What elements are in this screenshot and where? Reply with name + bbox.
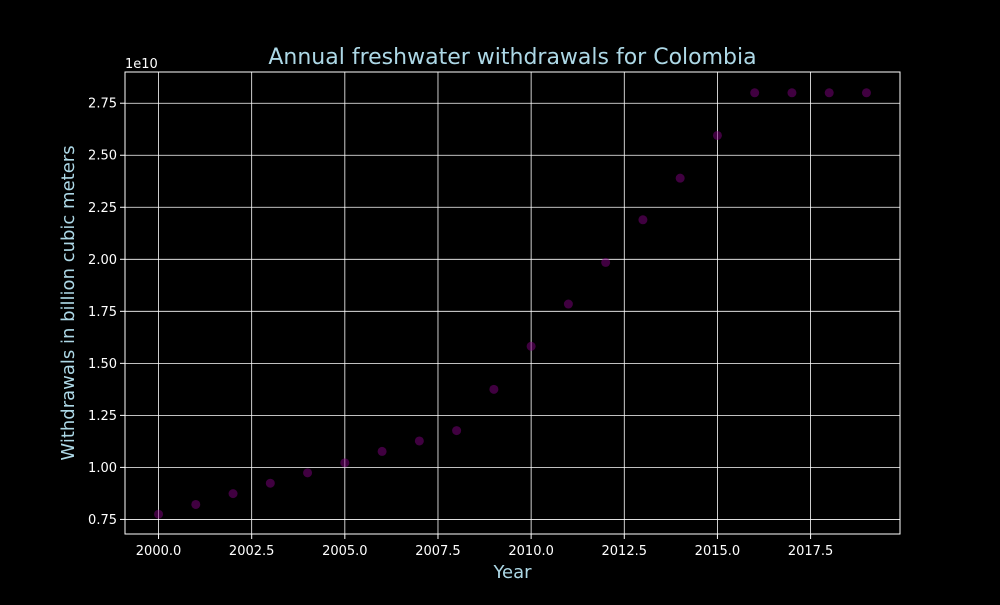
x-tick-label: 2010.0: [508, 544, 554, 559]
x-tick-label: 2012.5: [602, 544, 648, 559]
x-tick-label: 2000.0: [136, 544, 182, 559]
grid-lines: [125, 72, 900, 534]
data-point: [154, 509, 164, 519]
data-point: [675, 173, 685, 183]
data-point: [452, 426, 462, 436]
data-point: [787, 88, 797, 98]
x-tick-label: 2017.5: [788, 544, 834, 559]
data-point: [265, 478, 275, 488]
y-tick-label: 1.25: [88, 409, 117, 424]
x-tick-label: 2005.0: [322, 544, 368, 559]
y-axis-label: Withdrawals in billion cubic meters: [58, 145, 79, 460]
x-tick-label: 2007.5: [415, 544, 461, 559]
data-point: [563, 299, 573, 309]
y-axis-offset-text: 1e10: [125, 57, 158, 72]
y-tick-label: 0.75: [88, 513, 117, 528]
data-point: [712, 130, 722, 140]
data-point: [191, 499, 201, 509]
data-point: [303, 468, 313, 478]
x-tick-label: 2002.5: [229, 544, 275, 559]
x-tick-label: 2015.0: [695, 544, 741, 559]
data-point: [414, 436, 424, 446]
y-tick-label: 2.50: [88, 149, 117, 164]
y-tick-label: 2.00: [88, 253, 117, 268]
y-tick-label: 1.50: [88, 357, 117, 372]
y-tick-label: 2.75: [88, 97, 117, 112]
data-point: [638, 215, 648, 225]
data-point: [601, 257, 611, 267]
x-axis-label: Year: [492, 562, 532, 583]
data-point: [228, 489, 238, 499]
y-tick-label: 1.00: [88, 461, 117, 476]
y-tick-label: 2.25: [88, 201, 117, 216]
chart-title: Annual freshwater withdrawals for Colomb…: [268, 45, 756, 70]
data-point: [377, 446, 387, 456]
data-points: [154, 88, 871, 519]
plot-area: [125, 72, 900, 534]
data-point: [750, 88, 760, 98]
data-point: [340, 458, 350, 468]
data-point: [824, 88, 834, 98]
data-point: [526, 341, 536, 351]
y-axis-ticks: 0.75 1.00 1.25 1.50 1.75 2.00 2.25 2.50 2.75: [88, 97, 125, 528]
x-axis-ticks: 2000.0 2002.5 2005.0 2007.5 2010.0 2012.5 2015…: [136, 534, 834, 559]
data-point: [861, 88, 871, 98]
y-tick-label: 1.75: [88, 305, 117, 320]
plot-frame: [124, 71, 901, 535]
data-point: [489, 384, 499, 394]
